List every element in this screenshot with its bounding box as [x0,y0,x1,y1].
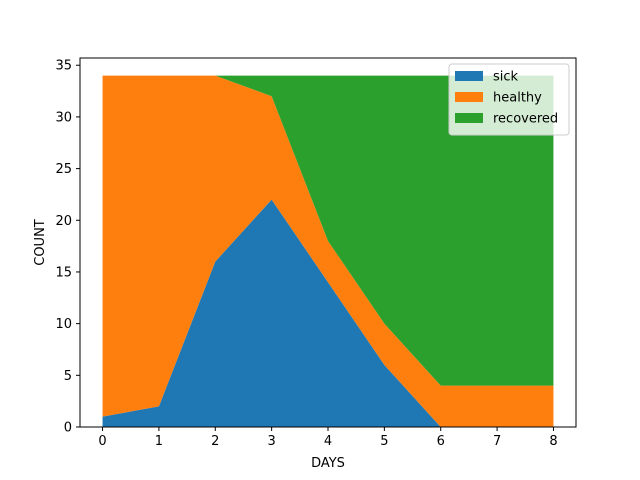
x-tick-label: 5 [380,434,388,449]
y-tick-label: 30 [55,110,72,125]
y-axis-ticks: 0 5 10 15 20 25 30 35 [55,59,80,436]
x-axis-label: DAYS [311,456,345,471]
y-tick-label: 35 [55,59,72,74]
x-tick-label: 2 [211,434,219,449]
legend: sick healthy recovered [448,63,570,136]
y-tick-label: 10 [55,317,72,332]
y-tick-label: 5 [64,369,72,384]
y-tick-label: 25 [55,162,72,177]
x-tick-label: 4 [324,434,332,449]
y-axis-label: COUNT [33,219,48,266]
area-sick [102,199,554,427]
x-tick-label: 0 [98,434,106,449]
y-tick-label: 0 [64,421,72,436]
x-tick-label: 3 [267,434,275,449]
area-series-group [102,75,554,427]
area-recovered [102,75,554,386]
legend-label-sick: sick [493,70,519,85]
x-tick-label: 8 [549,434,557,449]
x-tick-label: 7 [493,434,501,449]
y-tick-label: 20 [55,214,72,229]
legend-swatch-recovered [455,113,483,123]
legend-swatch-sick [455,71,483,81]
x-tick-label: 6 [437,434,445,449]
x-axis-ticks: 0 1 2 3 4 5 6 7 8 [98,427,558,449]
legend-label-healthy: healthy [493,91,542,106]
legend-swatch-healthy [455,92,483,102]
x-tick-label: 1 [155,434,163,449]
legend-label-recovered: recovered [493,112,558,127]
area-healthy [102,75,554,427]
y-tick-label: 15 [55,265,72,280]
